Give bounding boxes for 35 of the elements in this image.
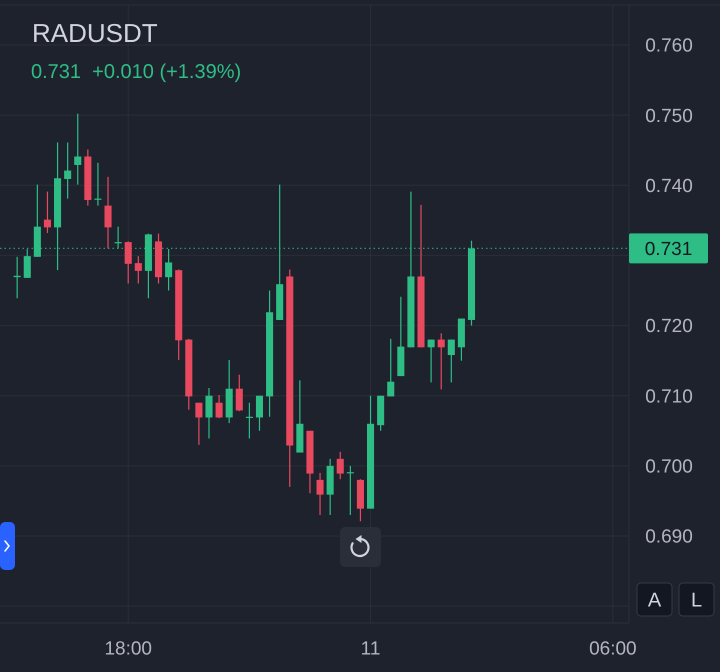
x-tick-label: 11 [360, 638, 380, 660]
candlestick [428, 339, 435, 383]
candlestick [346, 465, 354, 516]
y-tick-label: 0.750 [645, 106, 693, 127]
candlestick [205, 387, 213, 440]
ref-line-label: 0.731 [644, 239, 692, 260]
text: RADUSDT [32, 18, 158, 48]
candlestick [104, 176, 112, 250]
candlestick [165, 248, 172, 292]
text: 0.731 +0.010 (+1.39%) [31, 61, 242, 83]
candlestick [316, 472, 324, 516]
candlestick [94, 162, 102, 206]
y-tick-label: 0.740 [645, 176, 693, 197]
y-tick-label: 0.760 [645, 36, 693, 57]
candlestick [44, 190, 51, 234]
y-tick-label: 0.710 [645, 386, 693, 408]
candlestick [74, 113, 82, 186]
text: L [690, 590, 702, 612]
candlestick [216, 394, 223, 419]
candlestick [256, 395, 264, 432]
candlestick [387, 338, 394, 398]
y-tick-label: 0.700 [645, 456, 693, 478]
x-tick-label: 18:00 [104, 638, 152, 660]
candlestick [134, 256, 142, 284]
candlestick [124, 240, 132, 284]
text: A [648, 590, 662, 612]
y-tick-label: 0.720 [645, 316, 693, 338]
candlestick [64, 142, 72, 200]
candlestick [438, 332, 445, 390]
x-tick-label: 06:00 [589, 638, 637, 660]
y-tick-label: 0.690 [645, 526, 693, 548]
candlestick [336, 451, 344, 480]
candlestick [448, 339, 455, 383]
candlestick [236, 374, 243, 412]
candlestick [195, 402, 202, 446]
